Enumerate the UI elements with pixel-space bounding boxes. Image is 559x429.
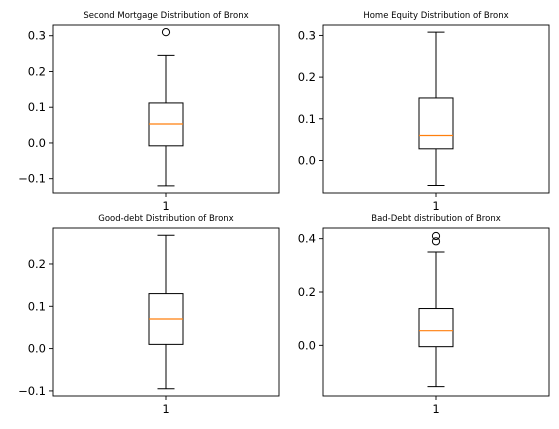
y-tick-label: −0.1	[18, 384, 46, 398]
x-tick-label: 1	[162, 199, 169, 213]
outlier-point	[161, 28, 171, 37]
y-tick-label: 0.0	[28, 342, 46, 356]
x-tick-label: 1	[432, 402, 439, 416]
y-tick-label: 0.4	[298, 232, 316, 246]
chart-title: Home Equity Distribution of Bronx	[363, 11, 508, 21]
x-tick-label: 1	[162, 402, 169, 416]
y-tick-label: 0.2	[28, 64, 46, 78]
iqr-box	[418, 308, 454, 348]
subplot-4: Bad-Debt distribution of Bronx 0.0 0.2 0.4 1	[298, 214, 550, 416]
subplot-1: Second Mortgage Distribution of Bronx −0.…	[18, 11, 280, 213]
y-tick-label: −0.1	[18, 172, 46, 186]
y-tick-label: 0.3	[28, 29, 46, 43]
y-tick-label: 0.0	[298, 153, 316, 167]
x-tick-label: 1	[432, 199, 439, 213]
outlier-point	[431, 231, 441, 241]
y-tick-label: 0.0	[298, 338, 316, 352]
y-tick-label: 0.0	[28, 136, 46, 150]
iqr-box	[418, 97, 454, 150]
outlier-point	[431, 237, 441, 246]
chart-title: Bad-Debt distribution of Bronx	[371, 214, 501, 224]
y-tick-label: 0.3	[298, 28, 316, 42]
y-tick-label: 0.2	[28, 257, 46, 271]
y-tick-label: 0.1	[28, 100, 46, 114]
y-tick-label: 0.2	[298, 70, 316, 84]
chart-title: Good-debt Distribution of Bronx	[98, 214, 233, 224]
chart-title: Second Mortgage Distribution of Bronx	[83, 11, 248, 21]
y-tick-label: 0.2	[298, 285, 316, 299]
y-tick-label: 0.1	[298, 112, 316, 126]
subplot-3: Good-debt Distribution of Bronx −0.1 0.0 0.…	[18, 214, 280, 416]
y-tick-label: 0.1	[28, 299, 46, 313]
subplot-2: Home Equity Distribution of Bronx 0.0 0.1 0…	[298, 11, 550, 213]
